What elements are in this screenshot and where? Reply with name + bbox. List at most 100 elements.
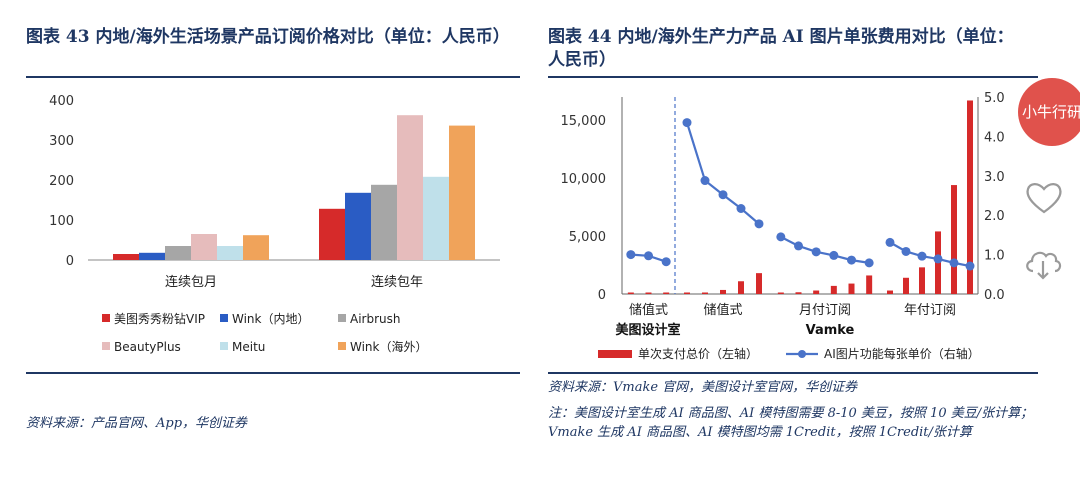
right-line-point xyxy=(626,250,636,260)
right-y-right-tick-label: 5.0 xyxy=(984,91,1005,106)
right-y-left-tick-label: 10,000 xyxy=(561,172,607,187)
right-line-point xyxy=(682,118,692,128)
right-x-category-label: 月付订阅 xyxy=(799,303,851,318)
left-legend-swatch xyxy=(102,314,110,322)
right-bar xyxy=(663,292,670,294)
right-bar xyxy=(627,292,634,294)
left-y-tick-label: 0 xyxy=(66,254,74,269)
right-line-point xyxy=(829,250,839,260)
right-x-category-label: 储值式 xyxy=(703,302,742,318)
right-bar xyxy=(645,292,652,294)
right-bar xyxy=(951,185,957,294)
right-bar xyxy=(830,285,837,294)
left-bar xyxy=(371,184,397,260)
left-bar xyxy=(397,115,423,260)
right-line-point xyxy=(901,246,911,256)
left-x-category-label: 连续包年 xyxy=(371,274,423,290)
right-y-left-tick-label: 5,000 xyxy=(569,230,606,245)
right-bar xyxy=(684,292,690,294)
right-line-point xyxy=(933,254,943,264)
left-legend-label: Meitu xyxy=(232,340,265,354)
left-bar xyxy=(191,234,217,260)
left-y-tick-label: 300 xyxy=(49,134,74,149)
right-bar xyxy=(919,267,925,294)
right-bar xyxy=(967,100,973,294)
right-bar xyxy=(738,281,744,294)
right-note: 注：美图设计室生成 AI 商品图、AI 模特图需要 8-10 美豆，按照 10 … xyxy=(548,406,1034,440)
right-y-left-tick-label: 0 xyxy=(598,288,606,303)
left-source: 资料来源：产品官网、App，华创证券 xyxy=(26,416,248,431)
left-legend-label: BeautyPlus xyxy=(114,340,181,354)
right-brand-label: 美图设计室 xyxy=(615,322,680,338)
right-legend-marker xyxy=(798,350,806,358)
right-legend-label: 单次支付总价（左轴） xyxy=(638,346,758,361)
left-bar xyxy=(113,254,139,260)
right-x-category-label: 储值式 xyxy=(629,302,668,318)
left-y-tick-label: 100 xyxy=(49,214,74,229)
right-line-point xyxy=(736,204,746,214)
right-line-point xyxy=(754,219,764,229)
right-y-right-tick-label: 1.0 xyxy=(984,249,1005,264)
left-legend-swatch xyxy=(338,314,346,322)
right-bar xyxy=(903,277,909,294)
left-x-category-label: 连续包月 xyxy=(165,274,217,290)
right-bar xyxy=(848,283,855,294)
right-bar xyxy=(887,290,893,294)
right-bar xyxy=(795,292,802,294)
right-y-right-tick-label: 3.0 xyxy=(984,170,1005,185)
left-legend-label: Wink（海外） xyxy=(350,339,428,354)
right-line-point xyxy=(776,232,786,242)
right-bar xyxy=(702,292,708,294)
right-bar xyxy=(777,292,784,294)
right-title-rule xyxy=(548,76,1038,78)
right-line-point xyxy=(661,257,671,267)
right-line-point xyxy=(847,255,856,265)
right-line-point xyxy=(811,247,821,257)
left-y-tick-label: 400 xyxy=(49,94,74,109)
left-legend-label: Wink（内地） xyxy=(232,312,310,326)
right-line-point xyxy=(718,190,728,200)
right-bar xyxy=(720,289,726,294)
right-brand-label: Vamke xyxy=(806,323,855,338)
right-line-point xyxy=(965,261,975,271)
right-bar xyxy=(756,273,762,294)
right-chart-title: 图表 44 内地/海外生产力产品 AI 图片单张费用对比（单位：人民币） xyxy=(548,27,1014,70)
left-legend-label: Airbrush xyxy=(350,312,401,326)
right-line-point xyxy=(644,251,653,261)
left-legend-swatch xyxy=(102,342,110,350)
left-bar xyxy=(217,246,243,260)
right-line-point xyxy=(700,176,710,186)
left-legend-swatch xyxy=(220,342,228,350)
right-line-point xyxy=(949,258,959,268)
right-y-right-tick-label: 4.0 xyxy=(984,130,1005,145)
left-legend-swatch xyxy=(220,314,228,322)
right-line-point xyxy=(917,251,927,261)
heart-icon[interactable] xyxy=(1024,180,1064,216)
left-y-tick-label: 200 xyxy=(49,174,74,189)
right-y-right-tick-label: 0.0 xyxy=(984,288,1005,303)
right-series-line xyxy=(685,122,760,225)
left-bar xyxy=(139,252,165,260)
right-legend-swatch xyxy=(598,350,632,358)
right-line-point xyxy=(864,258,874,268)
right-y-right-tick-label: 2.0 xyxy=(984,209,1005,224)
left-legend-swatch xyxy=(338,342,346,350)
left-bar xyxy=(243,235,269,260)
right-series-line xyxy=(780,235,870,264)
right-line-point xyxy=(885,237,895,247)
right-bar xyxy=(866,275,873,294)
right-bar xyxy=(813,290,820,294)
cloud-download-icon[interactable] xyxy=(1022,243,1064,283)
left-legend-label: 美图秀秀粉钻VIP xyxy=(114,311,205,326)
left-bar xyxy=(165,246,191,260)
right-line-point xyxy=(794,241,803,251)
right-x-category-label: 年付订阅 xyxy=(904,303,956,318)
left-bar xyxy=(449,125,475,260)
brand-badge[interactable]: 小牛行研 xyxy=(1018,78,1080,146)
right-legend-label: AI图片功能每张单价（右轴） xyxy=(824,346,980,361)
left-bar xyxy=(345,192,371,260)
left-bar xyxy=(319,208,345,260)
left-chart-title: 图表 43 内地/海外生活场景产品订阅价格对比（单位：人民币） xyxy=(26,27,510,47)
left-bar xyxy=(423,176,449,260)
